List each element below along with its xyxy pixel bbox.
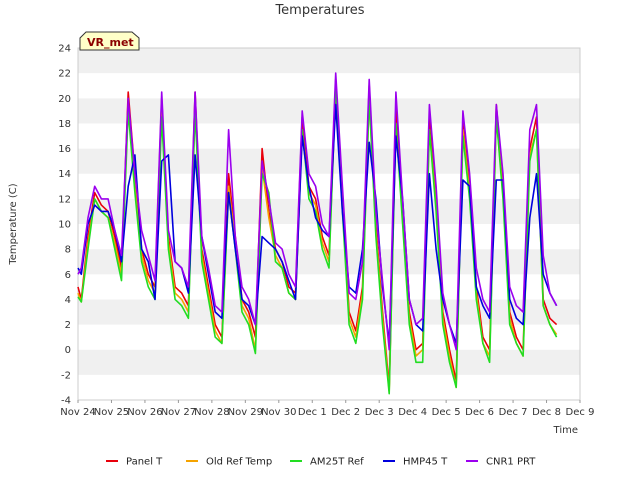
x-tick-label: Nov 30 <box>261 407 296 418</box>
x-tick-label: Nov 24 <box>60 407 95 418</box>
grid-band <box>78 325 580 350</box>
y-axis-title: Temperature (C) <box>8 183 19 265</box>
y-tick-label: 16 <box>58 144 71 155</box>
x-tick-label: Dec 7 <box>499 407 528 418</box>
grid-band <box>78 48 580 73</box>
legend-label: CNR1 PRT <box>486 457 536 468</box>
temperature-chart: Temperatures -4-2024681012141618202224 N… <box>0 0 640 480</box>
x-tick-label: Dec 8 <box>532 407 561 418</box>
y-tick-label: 4 <box>65 295 71 306</box>
y-tick-label: 22 <box>58 69 71 80</box>
x-tick-label: Dec 1 <box>298 407 327 418</box>
badge-label: VR_met <box>87 36 134 49</box>
x-axis-title: Time <box>553 425 578 436</box>
y-tick-label: 18 <box>58 119 71 130</box>
grid-band <box>78 73 580 98</box>
y-tick-label: 6 <box>65 270 71 281</box>
y-tick-label: 2 <box>65 320 71 331</box>
station-badge: VR_met <box>80 32 139 50</box>
x-tick-label: Dec 9 <box>566 407 595 418</box>
y-tick-label: 10 <box>58 220 71 231</box>
x-tick-label: Dec 2 <box>331 407 360 418</box>
legend-label: HMP45 T <box>403 457 448 468</box>
x-tick-label: Dec 3 <box>365 407 394 418</box>
x-tick-label: Nov 25 <box>94 407 129 418</box>
x-tick-label: Dec 4 <box>398 407 427 418</box>
x-tick-label: Nov 28 <box>194 407 229 418</box>
chart-title: Temperatures <box>274 3 364 18</box>
y-tick-label: 20 <box>58 94 71 105</box>
grid-band <box>78 98 580 123</box>
grid-band <box>78 375 580 400</box>
y-tick-label: -4 <box>61 396 71 407</box>
y-tick-label: 12 <box>58 194 71 205</box>
legend-label: AM25T Ref <box>310 457 364 468</box>
x-tick-label: Dec 5 <box>432 407 461 418</box>
grid-band <box>78 149 580 174</box>
x-tick-label: Nov 27 <box>161 407 196 418</box>
x-tick-label: Nov 26 <box>127 407 162 418</box>
x-tick-label: Nov 29 <box>228 407 263 418</box>
grid-band <box>78 123 580 148</box>
legend: Panel T Old Ref Temp AM25T Ref HMP45 T CNR1 … <box>106 457 536 468</box>
grid-band <box>78 299 580 324</box>
y-tick-label: 8 <box>65 245 71 256</box>
x-tick-label: Dec 6 <box>465 407 494 418</box>
y-tick-label: -2 <box>61 370 71 381</box>
grid-band <box>78 350 580 375</box>
y-tick-label: 14 <box>58 169 71 180</box>
legend-label: Old Ref Temp <box>206 457 272 468</box>
y-tick-label: 24 <box>58 44 71 55</box>
legend-label: Panel T <box>126 457 163 468</box>
y-tick-label: 0 <box>65 345 71 356</box>
